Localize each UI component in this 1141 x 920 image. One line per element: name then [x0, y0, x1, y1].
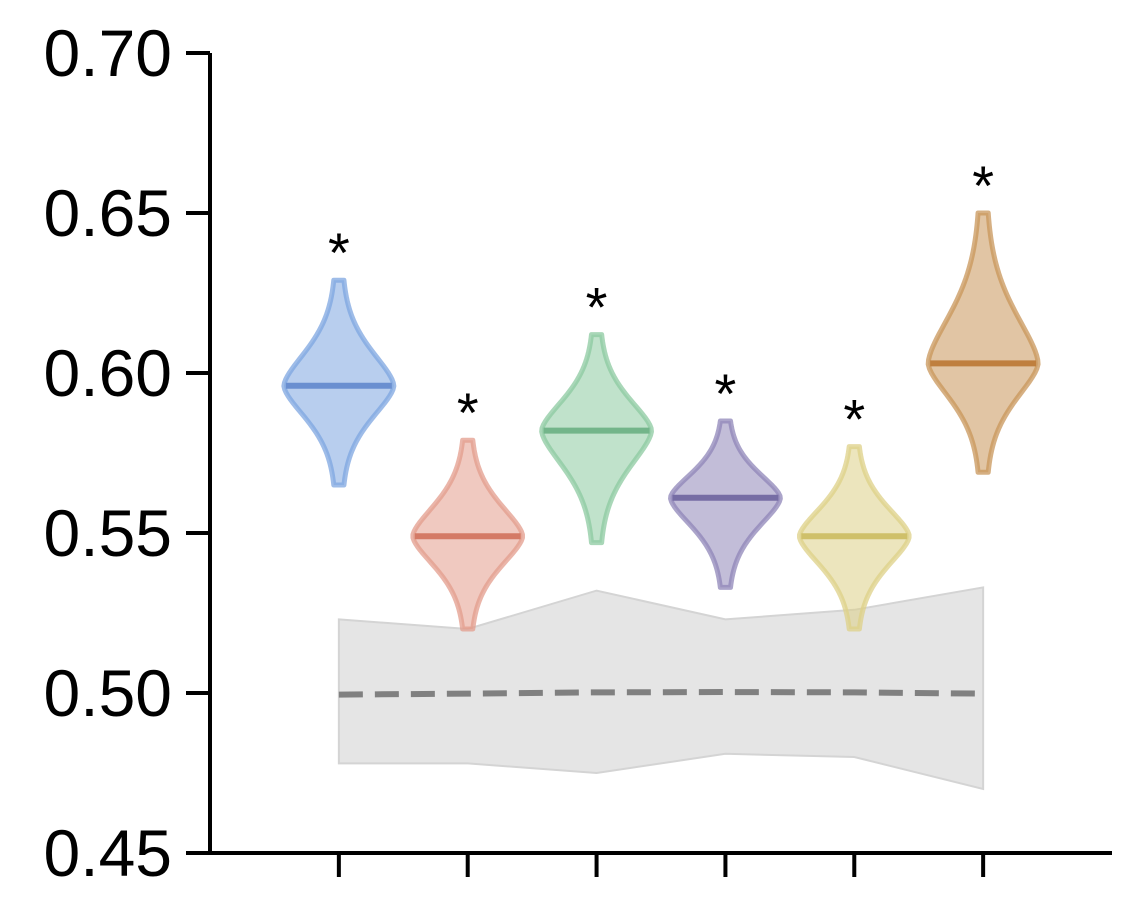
significance-label: * [715, 362, 737, 425]
y-tick-label: 0.60 [44, 336, 172, 410]
violin-6: * [925, 154, 1041, 475]
y-tick-label: 0.50 [44, 656, 172, 730]
axis-layer: 0.45 0.50 0.55 0.60 0.65 0.70 [44, 16, 1112, 890]
violin-body [925, 210, 1041, 475]
violin-4: * [668, 362, 783, 590]
y-tick-label: 0.55 [44, 496, 172, 570]
significance-label: * [972, 154, 994, 217]
baseline-band [337, 586, 985, 791]
significance-label: * [457, 381, 479, 444]
y-tick-label: 0.70 [44, 16, 172, 90]
violin-2: * [410, 381, 525, 632]
violin-5: * [797, 388, 912, 632]
y-tick-label: 0.45 [44, 816, 172, 890]
violin-layer: * * * * * * [281, 154, 1041, 632]
significance-label: * [328, 221, 350, 284]
violin-body [668, 418, 783, 590]
violin-1: * [281, 221, 397, 488]
violin-body [281, 277, 397, 488]
significance-label: * [586, 276, 608, 339]
violin-body [539, 332, 654, 546]
baseline-layer [337, 586, 985, 791]
violin-3: * [539, 276, 654, 546]
y-tick-label: 0.65 [44, 176, 172, 250]
significance-label: * [843, 388, 865, 451]
